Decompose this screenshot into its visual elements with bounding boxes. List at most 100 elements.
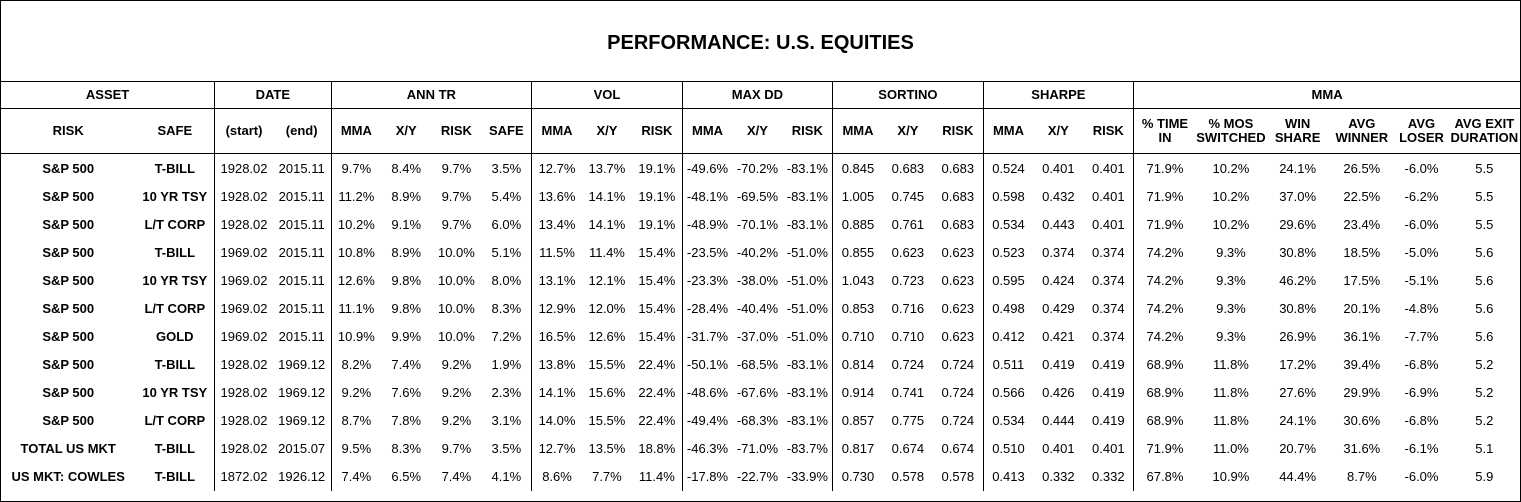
table-cell: 15.5% [588, 413, 626, 428]
table-cell: 9.2% [330, 379, 382, 407]
table-cell: 5.6 [1475, 245, 1494, 260]
table-cell: 13.7% [588, 160, 626, 176]
table-cell: 14.1% [588, 217, 626, 232]
risk-asset-cell: S&P 500 [42, 160, 95, 176]
table-cell: -33.9% [786, 469, 828, 484]
table-cell: -6.2% [1404, 189, 1439, 204]
table-cell: 68.9% [1133, 351, 1196, 379]
table-cell: 10.0% [437, 301, 475, 316]
table-cell: 68.9% [1133, 407, 1196, 435]
table-cell: -83.7% [786, 441, 828, 456]
table-cell: 0.374 [1042, 245, 1075, 260]
table-cell: 3.1% [491, 413, 522, 428]
table-cell: 6.5% [391, 469, 422, 484]
table-cell: 1928.02 [214, 351, 273, 379]
table-cell: 1969.12 [278, 357, 326, 372]
table-cell: 0.724 [941, 357, 975, 372]
table-cell: 0.623 [941, 329, 975, 344]
table-cell: 22.4% [638, 385, 676, 400]
table-cell: 13.1% [531, 267, 582, 295]
table-cell: 10.8% [330, 239, 382, 267]
table-cell: 15.4% [638, 329, 676, 344]
group-header-sortino: SORTINO [832, 82, 984, 109]
column-header: WIN SHARE [1266, 108, 1330, 154]
safe-asset-cell: 10 YR TSY [142, 189, 208, 204]
table-cell: -22.7% [736, 469, 779, 484]
column-header: MMA [832, 108, 883, 154]
table-cell: 7.4% [330, 463, 382, 491]
table-cell: 12.9% [531, 295, 582, 323]
group-header-mma: MMA [1133, 82, 1520, 109]
table-cell: 8.3% [491, 301, 522, 316]
table-cell: 1.9% [491, 357, 522, 372]
table-cell: 24.1% [1279, 413, 1317, 428]
table-cell: 19.1% [638, 189, 676, 204]
risk-asset-cell: S&P 500 [42, 385, 95, 400]
table-cell: 0.421 [1042, 329, 1075, 344]
column-header: X/Y [381, 108, 432, 154]
table-cell: 0.424 [1042, 273, 1075, 288]
column-header: (end) [272, 108, 332, 154]
table-cell: -51.0% [786, 301, 828, 316]
table-cell: -6.1% [1404, 441, 1439, 456]
table-cell: 1969.02 [214, 295, 273, 323]
table-cell: 1969.12 [278, 385, 326, 400]
table-row: US MKT: COWLES T-BILL 1872.02 1926.12 7.4% 6.… [1, 463, 1520, 491]
table-cell: 29.6% [1279, 217, 1317, 232]
table-cell: 0.534 [982, 211, 1034, 239]
table-cell: 9.8% [391, 301, 422, 316]
table-cell: 9.9% [391, 329, 422, 344]
table-cell: -6.0% [1404, 217, 1439, 232]
table-row: S&P 500 L/T CORP 1928.02 1969.12 8.7% 7.8% 9.2… [1, 407, 1520, 435]
table-cell: 0.419 [1092, 357, 1125, 372]
table-cell: 11.8% [1212, 385, 1249, 400]
table-cell: -40.2% [736, 245, 779, 260]
table-cell: 0.511 [982, 351, 1034, 379]
table-cell: 8.7% [1347, 469, 1377, 484]
table-cell: 8.0% [491, 273, 522, 288]
table-cell: 1928.02 [214, 183, 273, 211]
risk-asset-cell: S&P 500 [42, 217, 95, 232]
table-cell: 15.4% [638, 301, 676, 316]
table-cell: 0.510 [982, 435, 1034, 463]
table-cell: 10.9% [330, 323, 382, 351]
table-cell: 0.332 [1042, 469, 1075, 484]
table-cell: 5.6 [1475, 273, 1494, 288]
table-header: ASSET DATE ANN TR VOL MAX DD SORTINO SHA… [1, 82, 1520, 154]
table-cell: 39.4% [1343, 357, 1381, 372]
table-cell: 12.6% [330, 267, 382, 295]
table-cell: 0.432 [1042, 189, 1075, 204]
table-cell: 0.401 [1092, 189, 1125, 204]
table-cell: 2015.11 [278, 189, 325, 204]
column-header: RISK [1, 108, 136, 154]
risk-asset-cell: S&P 500 [42, 189, 95, 204]
group-header-vol: VOL [531, 82, 683, 109]
table-cell: 9.5% [330, 435, 382, 463]
table-cell: 10.0% [437, 329, 475, 344]
table-cell: 0.674 [891, 441, 925, 456]
table-cell: 11.4% [638, 469, 675, 484]
table-cell: -70.1% [736, 217, 779, 232]
table-cell: -68.3% [736, 413, 779, 428]
table-cell: 20.1% [1343, 301, 1381, 316]
risk-asset-cell: S&P 500 [42, 301, 95, 316]
table-cell: 13.8% [531, 351, 582, 379]
table-cell: -70.2% [736, 160, 779, 176]
table-cell: -83.1% [786, 413, 828, 428]
table-cell: 7.8% [391, 413, 422, 428]
table-cell: -17.8% [681, 463, 733, 491]
table-cell: -46.3% [681, 435, 733, 463]
table-cell: -71.0% [736, 441, 779, 456]
table-cell: 22.5% [1343, 189, 1381, 204]
table-cell: 0.401 [1042, 160, 1075, 176]
table-cell: -48.6% [681, 379, 733, 407]
table-cell: 23.4% [1343, 217, 1381, 232]
table-cell: 5.2 [1475, 413, 1494, 428]
table-cell: 18.5% [1343, 245, 1381, 260]
table-cell: 37.0% [1279, 189, 1317, 204]
table-cell: 29.9% [1343, 385, 1381, 400]
table-cell: 9.7% [441, 441, 472, 456]
table-row: S&P 500 10 YR TSY 1969.02 2015.11 12.6% 9.8% 1… [1, 267, 1520, 295]
table-row: S&P 500 T-BILL 1928.02 2015.11 9.7% 8.4% 9.7% 3… [1, 153, 1520, 183]
table-cell: 8.6% [531, 463, 582, 491]
